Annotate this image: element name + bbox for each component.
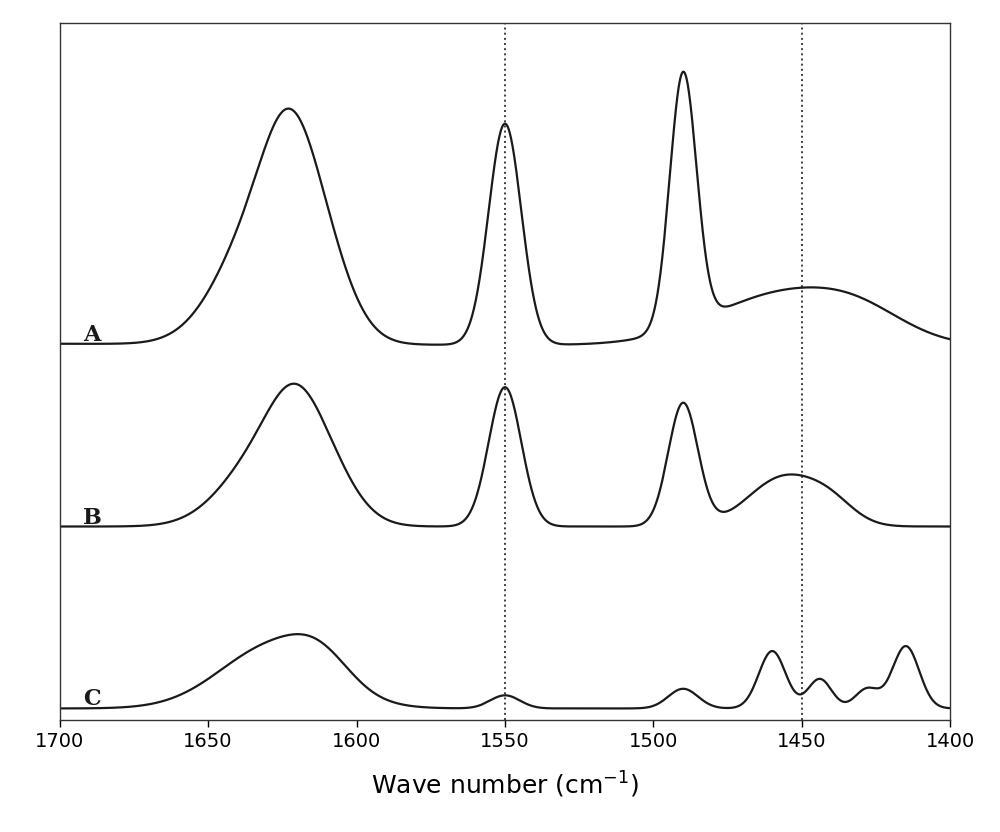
Text: A: A: [83, 324, 101, 346]
X-axis label: Wave number (cm$^{-1}$): Wave number (cm$^{-1}$): [371, 770, 639, 800]
Text: C: C: [83, 687, 101, 710]
Text: B: B: [83, 508, 102, 529]
